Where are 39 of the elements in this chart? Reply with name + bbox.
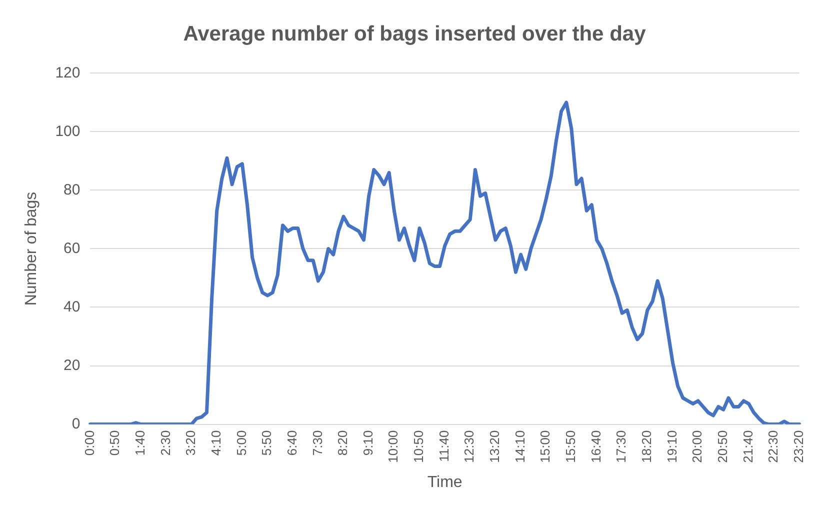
- x-tick-label: 20:00: [690, 430, 705, 463]
- y-tick-label: 20: [64, 356, 80, 374]
- x-axis-title: Time: [427, 474, 462, 491]
- x-tick-label: 10:50: [411, 430, 426, 463]
- chart-title: Average number of bags inserted over the day: [183, 22, 646, 46]
- y-tick-label: 120: [55, 64, 80, 82]
- x-tick-label: 2:30: [158, 430, 173, 456]
- x-tick-label: 17:30: [614, 430, 629, 463]
- x-tick-label: 3:20: [183, 430, 198, 456]
- y-tick-label: 40: [64, 298, 80, 316]
- x-tick-label: 12:30: [462, 430, 477, 463]
- x-tick-label: 9:10: [360, 430, 376, 456]
- x-tick-label: 19:10: [664, 430, 680, 463]
- x-tick-label: 21:40: [740, 430, 756, 463]
- x-tick-label: 10:00: [386, 430, 401, 463]
- x-tick-label: 13:20: [487, 430, 502, 463]
- x-tick-label: 4:10: [208, 430, 224, 456]
- x-tick-label: 15:50: [563, 430, 578, 463]
- x-tick-label: 23:20: [790, 430, 806, 463]
- y-tick-label: 0: [72, 415, 80, 432]
- x-tick-label: 5:50: [259, 430, 274, 456]
- x-tick-label: 8:20: [335, 430, 350, 456]
- x-tick-label: 14:10: [512, 430, 528, 463]
- x-tick-label: 11:40: [436, 430, 452, 462]
- y-tick-label: 60: [64, 240, 80, 257]
- x-tick-label: 20:50: [714, 430, 730, 463]
- x-tick-label: 1:40: [132, 430, 148, 456]
- x-tick-label: 15:00: [538, 430, 553, 463]
- x-tick-label: 0:00: [82, 430, 97, 456]
- y-axis-title: Number of bags: [23, 192, 40, 306]
- y-tick-label: 80: [64, 181, 80, 198]
- y-tick-label: 100: [55, 122, 80, 140]
- x-tick-label: 18:20: [639, 430, 654, 463]
- x-tick-label: 7:30: [310, 430, 325, 456]
- x-tick-label: 16:40: [588, 430, 604, 463]
- x-tick-label: 5:00: [234, 430, 249, 456]
- x-tick-label: 6:40: [284, 430, 300, 456]
- x-tick-label: 22:30: [766, 430, 781, 463]
- x-tick-label: 0:50: [107, 430, 122, 456]
